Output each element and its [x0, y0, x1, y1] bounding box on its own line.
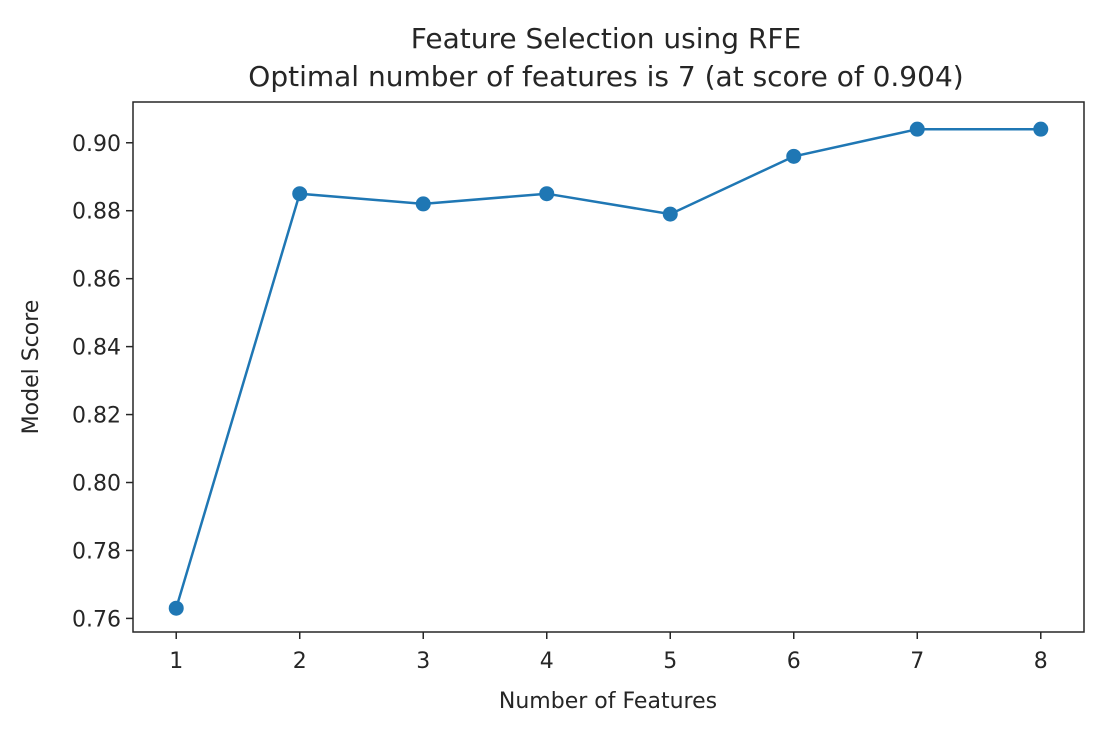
- y-tick-label: 0.76: [72, 607, 121, 632]
- y-tick-label: 0.80: [72, 472, 121, 497]
- data-point: [786, 148, 802, 164]
- data-point: [415, 196, 431, 212]
- x-tick-label: 8: [1034, 649, 1048, 674]
- data-point: [1033, 121, 1049, 137]
- y-axis: 0.76 0.78 0.80 0.82 0.84 0.86 0.88 0.90: [72, 132, 133, 632]
- chart-subtitle: Optimal number of features is 7 (at scor…: [248, 60, 963, 93]
- x-tick-label: 5: [663, 649, 677, 674]
- y-tick-label: 0.82: [72, 404, 121, 429]
- x-tick-label: 4: [540, 649, 554, 674]
- x-tick-label: 3: [416, 649, 430, 674]
- plot-area-frame: [132, 101, 1085, 633]
- x-axis-label: Number of Features: [499, 689, 717, 714]
- y-tick-label: 0.90: [72, 132, 121, 157]
- chart-title: Feature Selection using RFE: [411, 22, 801, 55]
- x-tick-label: 6: [787, 649, 801, 674]
- data-point: [292, 186, 308, 202]
- series-markers: [168, 121, 1049, 616]
- y-tick-label: 0.86: [72, 268, 121, 293]
- series-line: [175, 127, 1041, 609]
- y-axis-label: Model Score: [19, 300, 44, 435]
- x-tick-label: 1: [169, 649, 183, 674]
- x-tick-label: 7: [910, 649, 924, 674]
- y-tick-label: 0.84: [72, 336, 121, 361]
- x-tick-label: 2: [293, 649, 307, 674]
- x-axis: 1 2 3 4 5 6 7 8: [169, 632, 1048, 674]
- data-point: [662, 206, 678, 222]
- y-tick-label: 0.78: [72, 539, 121, 564]
- data-point: [539, 186, 555, 202]
- data-point: [909, 121, 925, 137]
- data-point: [168, 600, 184, 616]
- y-tick-label: 0.88: [72, 200, 121, 225]
